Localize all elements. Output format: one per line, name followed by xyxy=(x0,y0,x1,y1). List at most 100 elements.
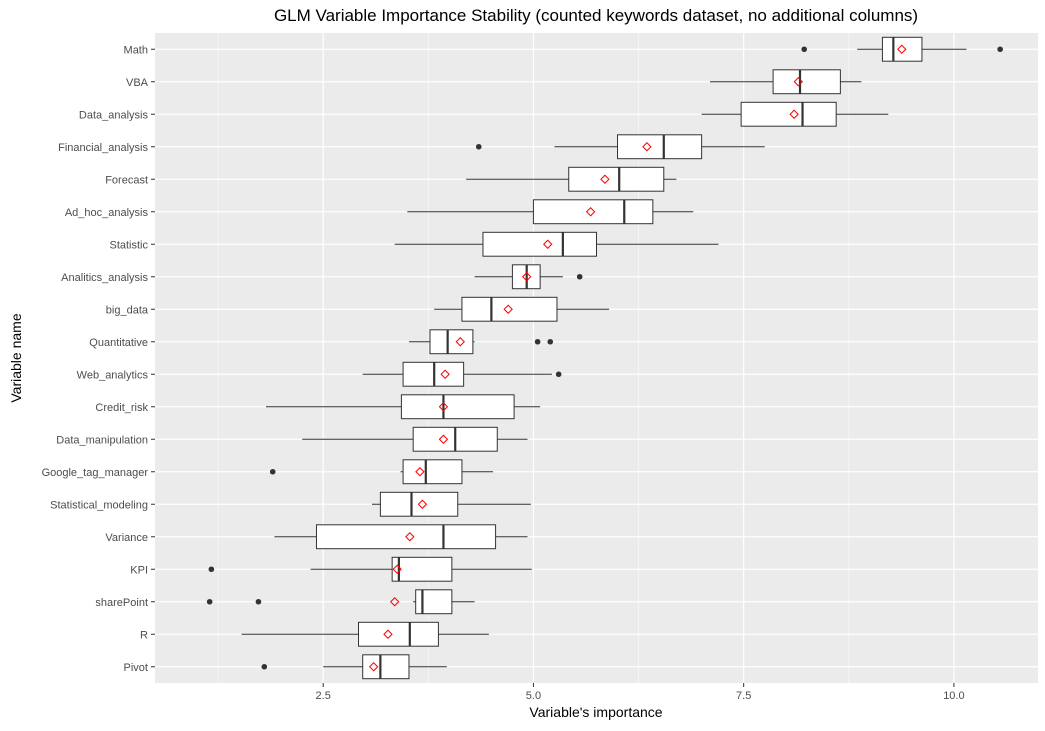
outlier-point xyxy=(555,371,562,378)
box-iqr xyxy=(362,654,410,680)
box-Quantitative xyxy=(408,329,554,355)
y-tick-label: Quantitative xyxy=(89,337,148,349)
outlier-point xyxy=(997,46,1003,53)
box-iqr xyxy=(429,329,474,355)
mean-marker xyxy=(389,597,400,607)
y-tick-label: VBA xyxy=(126,77,149,89)
y-tick-label: KPI xyxy=(130,564,148,576)
mean-marker xyxy=(455,337,465,347)
y-tick-label: Credit_risk xyxy=(95,402,148,414)
mean-marker xyxy=(585,207,596,217)
outlier-point xyxy=(547,338,554,345)
mean-marker xyxy=(438,402,449,412)
mean-marker xyxy=(392,564,402,574)
outlier-point xyxy=(261,663,268,670)
box-KPI xyxy=(208,556,532,582)
outlier-point xyxy=(534,338,541,345)
box-iqr xyxy=(415,589,453,615)
y-tick-label: Ad_hoc_analysis xyxy=(65,207,149,219)
box-Variance xyxy=(274,524,528,550)
box-Forecast xyxy=(466,166,677,192)
mean-marker xyxy=(897,44,907,54)
box-iqr xyxy=(740,101,837,127)
mean-marker xyxy=(438,434,449,444)
x-axis-label: Variable's importance xyxy=(529,704,662,720)
box-iqr xyxy=(482,231,598,257)
outlier-point xyxy=(206,598,213,605)
y-tick-label: Variance xyxy=(105,532,148,544)
box-Pivot xyxy=(261,654,447,680)
chart-title: GLM Variable Importance Stability (count… xyxy=(274,6,918,25)
x-tick-label: 10.0 xyxy=(943,690,964,702)
box-iqr xyxy=(391,556,453,582)
box-Web_analytics xyxy=(362,361,562,387)
y-tick-label: Statistic xyxy=(109,239,148,251)
mean-marker xyxy=(503,304,513,314)
box-iqr xyxy=(881,36,923,62)
box-layer xyxy=(206,36,1003,680)
y-tick-label: Math xyxy=(124,44,148,56)
box-Data_analysis xyxy=(701,101,889,127)
mean-marker xyxy=(383,629,393,639)
outlier-point xyxy=(801,46,808,53)
y-tick-label: Analitics_analysis xyxy=(61,272,148,284)
box-iqr xyxy=(617,134,703,160)
box-iqr xyxy=(400,394,515,420)
y-axis: Math VBA Data_analysis Financial_analysis Fo… xyxy=(42,44,155,674)
y-tick-label: sharePoint xyxy=(95,597,148,609)
outlier-point xyxy=(269,468,276,475)
x-tick-label: 5.0 xyxy=(526,690,541,702)
box-Credit_risk xyxy=(266,394,541,420)
y-tick-label: Pivot xyxy=(124,662,148,674)
box-Statistical_modeling xyxy=(371,491,531,517)
box-Data_manipulation xyxy=(302,426,528,452)
y-tick-label: Statistical_modeling xyxy=(50,499,148,511)
y-tick-label: Financial_analysis xyxy=(58,142,148,154)
mean-marker xyxy=(642,142,652,152)
y-tick-label: Google_tag_manager xyxy=(42,467,149,479)
mean-marker xyxy=(440,369,450,379)
box-Google_tag_manager xyxy=(269,459,494,485)
outlier-point xyxy=(576,273,583,280)
x-tick-label: 7.5 xyxy=(736,690,751,702)
outlier-point xyxy=(208,566,215,573)
mean-marker xyxy=(521,272,532,282)
box-Financial_analysis xyxy=(475,134,765,160)
mean-marker xyxy=(368,662,379,672)
y-tick-label: Web_analytics xyxy=(77,369,149,381)
mean-marker xyxy=(793,77,804,87)
mean-marker xyxy=(789,109,799,119)
box-Statistic xyxy=(394,231,719,257)
y-tick-label: Data_analysis xyxy=(79,109,149,121)
mean-marker xyxy=(600,174,610,184)
mean-marker xyxy=(415,467,425,477)
box-iqr xyxy=(532,199,654,225)
box-iqr xyxy=(461,296,558,322)
box-iqr xyxy=(568,166,665,192)
box-iqr xyxy=(772,69,841,95)
outlier-point xyxy=(255,598,262,605)
box-Analitics_analysis xyxy=(474,264,583,290)
y-tick-label: Forecast xyxy=(105,174,148,186)
mean-marker xyxy=(405,532,415,542)
box-Ad_hoc_analysis xyxy=(407,199,694,225)
x-tick-label: 2.5 xyxy=(316,690,331,702)
y-axis-label: Variable name xyxy=(8,313,24,402)
box-R xyxy=(241,621,489,647)
mean-marker xyxy=(543,239,553,249)
box-iqr xyxy=(358,621,439,647)
box-Math xyxy=(801,36,1003,62)
mean-marker xyxy=(417,499,428,509)
y-tick-label: Data_manipulation xyxy=(56,434,148,446)
box-iqr xyxy=(402,459,463,485)
box-VBA xyxy=(710,69,862,95)
box-big_data xyxy=(434,296,610,322)
box-sharePoint xyxy=(206,589,475,615)
outlier-point xyxy=(475,143,482,150)
y-tick-label: R xyxy=(140,629,148,641)
x-axis: 2.5 5.0 7.5 10.0 xyxy=(316,683,965,702)
y-tick-label: big_data xyxy=(106,304,149,316)
plot-panel xyxy=(155,33,1038,683)
